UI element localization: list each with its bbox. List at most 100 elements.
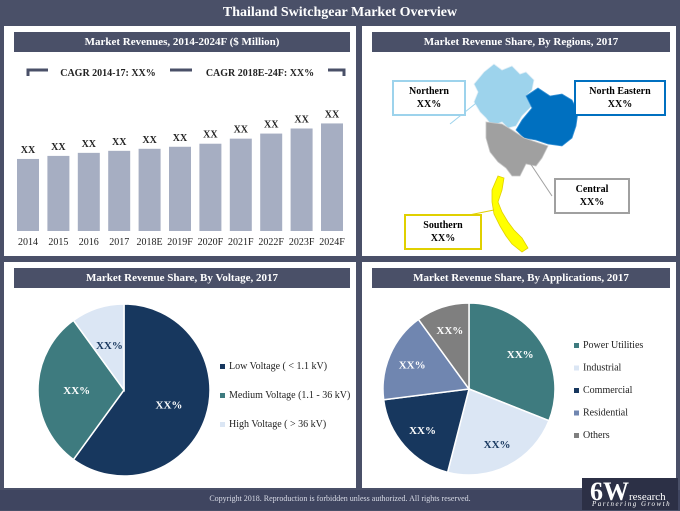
x-tick-label: 2017 <box>109 237 129 248</box>
legend-label: Low Voltage ( < 1.1 kV) <box>229 361 327 372</box>
bar <box>47 155 70 231</box>
bar-value-label: XX <box>51 142 66 153</box>
bar <box>77 152 100 231</box>
region-value: XX% <box>430 233 456 244</box>
legend-swatch <box>574 410 579 416</box>
logo-main: 6W <box>590 477 629 506</box>
legend-swatch <box>574 343 579 348</box>
footer-bar <box>0 490 680 510</box>
bar-value-label: XX <box>21 145 36 156</box>
bar <box>138 148 161 231</box>
legend-swatch <box>220 393 225 398</box>
region-name: North Eastern <box>589 86 651 97</box>
pie-slice <box>72 303 211 477</box>
region-label-southern: Southern XX% <box>404 214 482 250</box>
region-label-northeastern: North Eastern XX% <box>574 80 666 116</box>
logo-tagline: Partnering Growth <box>592 500 672 508</box>
thailand-map <box>443 63 579 253</box>
x-tick-label: 2024F <box>319 237 345 248</box>
region-northeastern-shape <box>515 87 579 147</box>
bar-value-label: XX <box>203 130 218 141</box>
bar-value-label: XX <box>82 139 97 150</box>
cagr-2018-24: CAGR 2018E-24F: XX% <box>206 68 314 79</box>
pie-slice <box>446 387 550 476</box>
leader-northern <box>449 91 491 125</box>
slice-value-label: XX% <box>156 400 183 412</box>
applications-header: Market Revenue Share, By Applications, 2… <box>372 268 670 288</box>
copyright-text: Copyright 2018. Reproduction is forbidde… <box>209 494 471 503</box>
voltage-panel: Market Revenue Share, By Voltage, 2017 X… <box>4 262 356 488</box>
region-name: Southern <box>423 220 463 231</box>
slice-value-label: XX% <box>409 425 436 437</box>
logo-sup: research <box>629 491 666 503</box>
slice-value-label: XX% <box>399 359 426 371</box>
slice-value-label: XX% <box>96 340 123 352</box>
bar-value-label: XX <box>234 125 249 136</box>
page-title: Thailand Switchgear Market Overview <box>0 0 680 26</box>
x-tick-label: 2022F <box>258 237 284 248</box>
bar <box>229 138 252 231</box>
region-label-central: Central XX% <box>554 178 630 214</box>
bar-value-label: XX <box>173 133 188 144</box>
x-tick-label: 2016 <box>79 237 99 248</box>
revenues-header: Market Revenues, 2014-2024F ($ Million) <box>14 32 350 52</box>
bar-value-label: XX <box>142 135 157 146</box>
pie-slice <box>72 303 125 393</box>
bar-value-label: XX <box>112 137 127 148</box>
pie-slice <box>468 302 556 422</box>
bar-value-label: XX <box>294 115 309 126</box>
regions-header: Market Revenue Share, By Regions, 2017 <box>372 32 670 52</box>
legend-label: Others <box>583 430 610 441</box>
voltage-header: Market Revenue Share, By Voltage, 2017 <box>14 268 350 288</box>
voltage-pie-chart: XX% XX% XX% Low Voltage ( < 1.1 kV) Medium V… <box>37 303 350 477</box>
pie-slice <box>417 302 470 392</box>
pie-slice <box>382 388 471 474</box>
region-name: Northern <box>409 86 449 97</box>
legend-swatch <box>574 388 579 393</box>
bar <box>260 133 283 231</box>
x-tick-label: 2015 <box>48 237 68 248</box>
legend-swatch <box>220 422 225 427</box>
company-logo: 6Wresearch Partnering Growth <box>582 478 678 510</box>
x-tick-label: 2020F <box>198 237 224 248</box>
revenues-panel: Market Revenues, 2014-2024F ($ Million) … <box>4 26 356 256</box>
applications-pie-chart: XX% XX% XX% XX% XX% Power Utilities Industrial… <box>382 302 643 476</box>
legend-swatch <box>574 365 579 371</box>
legend-label: Commercial <box>583 385 633 396</box>
legend-label: Residential <box>583 408 628 419</box>
slice-value-label: XX% <box>484 439 511 451</box>
bar <box>321 123 343 231</box>
pie-slice <box>37 319 125 461</box>
applications-panel: Market Revenue Share, By Applications, 2… <box>362 262 676 488</box>
revenue-bar-chart: CAGR 2014-17: XX% CAGR 2018E-24F: XX% XX… <box>17 68 346 248</box>
slice-value-label: XX% <box>436 325 463 337</box>
region-northern-shape <box>473 63 535 129</box>
regions-panel: Market Revenue Share, By Regions, 2017 N… <box>362 26 676 256</box>
bar <box>108 150 131 231</box>
x-tick-label: 2019F <box>167 237 193 248</box>
legend-label: High Voltage ( > 36 kV) <box>229 419 326 430</box>
slice-value-label: XX% <box>63 385 90 397</box>
x-tick-label: 2018E <box>137 237 163 248</box>
leader-central <box>523 153 553 197</box>
bar <box>199 143 222 231</box>
bar <box>17 158 39 231</box>
legend-label: Medium Voltage (1.1 - 36 kV) <box>229 390 350 401</box>
bar-value-label: XX <box>264 120 279 131</box>
slice-value-label: XX% <box>507 349 534 361</box>
bar <box>169 146 191 231</box>
bar <box>290 128 313 231</box>
legend-swatch <box>220 364 225 369</box>
x-tick-label: 2023F <box>289 237 315 248</box>
region-label-northern: Northern XX% <box>392 80 466 116</box>
region-value: XX% <box>579 197 605 208</box>
legend-swatch <box>574 433 579 438</box>
region-southern-shape <box>491 175 529 253</box>
cagr-bracket <box>26 68 346 76</box>
pie-slice <box>382 318 471 401</box>
region-name: Central <box>575 184 609 195</box>
x-tick-label: 2021F <box>228 237 254 248</box>
x-tick-label: 2014 <box>18 237 38 248</box>
legend-label: Power Utilities <box>583 340 643 351</box>
legend-label: Industrial <box>583 363 622 374</box>
